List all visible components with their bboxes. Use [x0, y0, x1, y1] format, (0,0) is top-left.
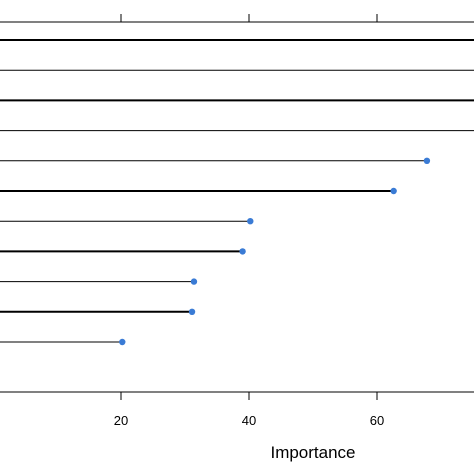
- x-tick-labels: 20 40 60: [114, 413, 384, 428]
- x-tick-label: 20: [114, 413, 128, 428]
- x-tick-label: 60: [370, 413, 384, 428]
- bottom-axis-ticks: [120, 392, 378, 400]
- importance-dot: [119, 338, 126, 346]
- importance-dot: [390, 187, 397, 195]
- importance-dot: [190, 278, 198, 285]
- x-tick-label: 40: [242, 413, 256, 428]
- importance-dot: [239, 248, 246, 255]
- importance-dot: [423, 157, 431, 164]
- top-axis-ticks: [120, 14, 378, 22]
- importance-dot: [247, 218, 254, 225]
- x-axis-title: Importance: [270, 443, 355, 462]
- importance-rows: [0, 39, 474, 346]
- importance-dot: [188, 308, 196, 315]
